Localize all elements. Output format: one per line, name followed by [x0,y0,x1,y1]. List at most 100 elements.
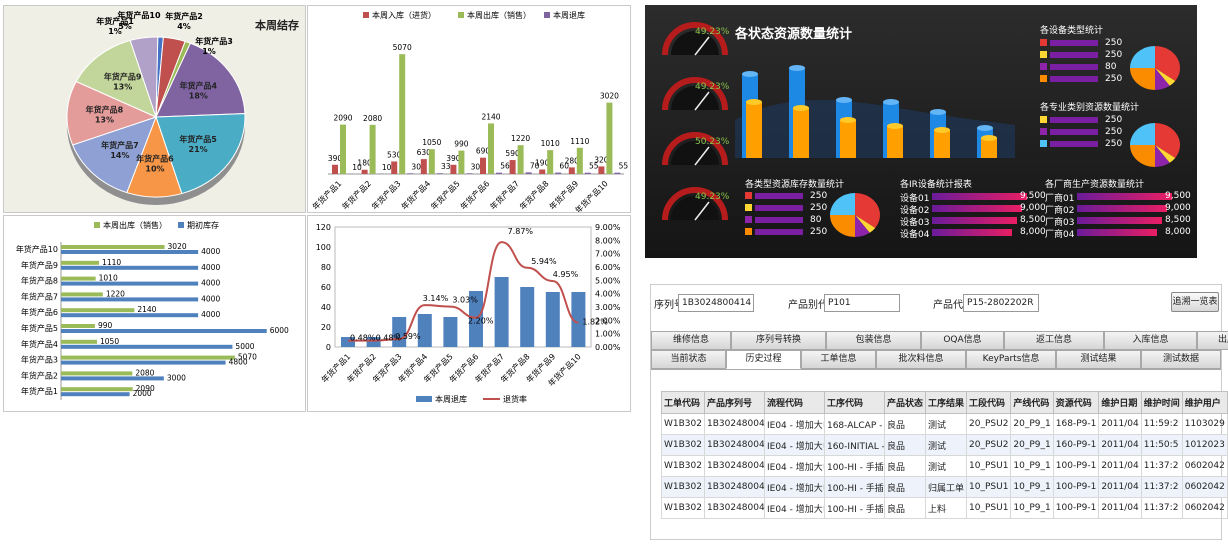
bar [469,291,483,347]
y2-tick-label: 5.00% [595,276,621,285]
tab-0[interactable]: 维修信息 [651,331,731,350]
mini-pie-slice [855,215,876,233]
table-cell: 良品 [883,455,927,477]
gauge-value: 49.23% [695,27,730,37]
legend-swatch [1040,51,1047,58]
table-cell: 11:59:2 [1140,413,1183,435]
pie-slice [155,113,246,195]
hbar-value-label: 4000 [201,294,220,303]
column-header[interactable]: 产品状态 [883,391,927,414]
column-header[interactable]: 工序代码 [823,391,885,414]
pie-slice [71,116,157,194]
serial-input[interactable]: 1B3024800414 [678,294,754,312]
bar [366,337,381,347]
legend-swatch [458,12,464,18]
hbar [61,297,199,302]
code-input[interactable]: P15-2802202R [963,294,1039,312]
gauge-needle [694,91,710,111]
column-header[interactable]: 流程代码 [763,391,825,414]
tab-6[interactable]: 测试数据 [1141,350,1221,369]
column-header[interactable]: 资源代码 [1052,391,1100,414]
section-title: 各设备类型统计 [1040,26,1104,36]
table-cell: W1B302 [661,497,705,519]
tab-5[interactable]: 入库信息 [1104,331,1197,350]
table-cell: 20_PSU2 [966,434,1012,456]
column-header[interactable]: 维护日期 [1098,391,1142,414]
y2-tick-label: 6.00% [595,263,621,272]
hbar [61,250,199,254]
stat-bar [755,216,803,223]
tab-6[interactable]: 出库信息 [1197,331,1228,350]
column-header[interactable]: 维护用户 [1181,391,1228,414]
column-header[interactable]: 产线代码 [1010,391,1054,414]
section-title: 各IR设备统计报表 [900,180,972,190]
bar [576,147,583,174]
stat-row: 250 [1040,50,1122,61]
tab-5[interactable]: 测试结果 [1056,350,1141,369]
column-header[interactable]: 工序结果 [924,391,968,414]
bar-list-bar [1077,205,1167,212]
cylinder-orange [793,108,809,158]
legend-swatch [745,204,752,211]
bar-value-label: 590 [505,149,520,158]
rate-label: 3.03% [452,296,478,305]
column-header[interactable]: 工单代码 [661,391,705,414]
bar-list-value: 9,500 [1020,191,1046,201]
stat-bar [755,192,803,199]
x-tick-label: 年货产品10 [573,178,610,212]
table-row[interactable]: W1B3021B3024800414IE04 - 增加大电容采集168-ALCA… [661,413,1228,435]
table-cell: 良品 [883,476,927,498]
table-cell: 2011/04 [1098,497,1142,519]
bar [458,150,465,174]
y-tick-label: 年货产品10 [16,244,58,254]
trace-summary-button[interactable]: 追溯一览表 [1171,292,1219,312]
x-tick-label: 年货产品7 [488,178,521,211]
column-header[interactable]: 产品序列号 [703,391,765,414]
bar [340,124,346,174]
mini-pie-slice [830,214,855,237]
hbar [61,329,267,333]
alias-input[interactable]: P101 [824,294,900,312]
stat-bar [1050,39,1098,46]
tab-4[interactable]: 返工信息 [1004,331,1104,350]
bar-list-label: 厂商02 [1045,206,1075,216]
pie-label-name: 年货产品4 [180,80,218,90]
legend-label: 本周入库（进货） [372,10,436,20]
tab-1[interactable]: 历史过程 [726,350,801,369]
hbar-value-label: 2000 [133,389,152,398]
bar-list-label: 设备02 [900,206,930,216]
rate-label: 4.95% [553,270,579,279]
tab-2[interactable]: 工单信息 [801,350,876,369]
column-header[interactable]: 工段代码 [966,391,1012,414]
table-row[interactable]: W1B3021B3024800414IE04 - 增加大电容采集100-HI -… [661,497,1228,519]
pie-slice [75,39,157,118]
table-row[interactable]: W1B3021B3024800414IE04 - 增加大电容采集100-HI -… [661,455,1228,477]
stat-row: 250 [1040,38,1122,49]
stat-row: 250 [1040,74,1122,85]
tab-1[interactable]: 序列号转换 [731,331,826,350]
column-header[interactable]: 维护时间 [1140,391,1183,414]
y2-tick-label: 9.00% [595,223,621,232]
bar-list-bar [1077,229,1157,236]
x-tick-label: 年货产品3 [369,178,402,211]
table-row[interactable]: W1B3021B3024800414IE04 - 增加大电容采集100-HI -… [661,476,1228,498]
tab-4[interactable]: KeyParts信息 [966,350,1056,369]
tab-3[interactable]: 批次料信息 [876,350,966,369]
gauge-face [671,196,719,220]
rate-line [348,241,579,342]
hbar [61,276,96,281]
serial-label: 序列号 [654,300,684,311]
mini-pie-slice [1130,144,1155,167]
tab-3[interactable]: OQA信息 [921,331,1004,350]
bar [525,172,532,174]
table-cell: 10_P9_1 [1010,455,1054,477]
tab-0[interactable]: 当前状态 [651,350,726,369]
table-cell: 归属工单 [924,476,968,498]
bar-value-label: 56 [500,162,510,171]
legend-label: 本周出库（销售） [467,10,531,20]
mini-pie-slice [1155,123,1180,158]
tab-2[interactable]: 包装信息 [826,331,921,350]
bar-list-value: 8,000 [1165,227,1191,237]
bar-value-label: 390 [328,154,343,163]
table-row[interactable]: W1B3021B3024800414IE04 - 增加大电容采集160-INIT… [661,434,1228,456]
